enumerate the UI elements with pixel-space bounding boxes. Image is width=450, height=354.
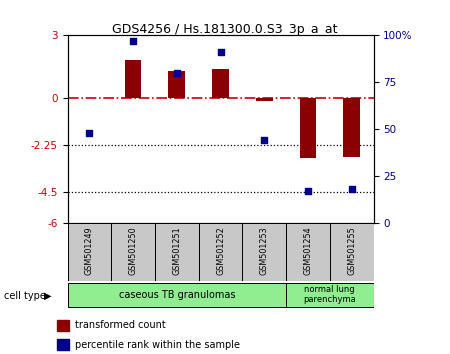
Text: normal lung
parenchyma: normal lung parenchyma [303, 285, 356, 304]
Text: GSM501249: GSM501249 [85, 227, 94, 275]
Bar [286, 223, 330, 281]
Bar [68, 223, 111, 281]
Text: cell type: cell type [4, 291, 46, 301]
Bar [198, 223, 243, 281]
Point [173, 70, 180, 76]
Bar [300, 98, 316, 158]
Point [304, 188, 311, 194]
Text: ▶: ▶ [44, 291, 51, 301]
Bar [256, 98, 273, 101]
Point [261, 138, 268, 143]
Bar [57, 320, 69, 331]
Bar [57, 339, 69, 350]
Text: GDS4256 / Hs.181300.0.S3_3p_a_at: GDS4256 / Hs.181300.0.S3_3p_a_at [112, 23, 338, 36]
Bar [111, 223, 155, 281]
Text: GSM501251: GSM501251 [172, 227, 181, 275]
Point [86, 130, 93, 136]
Point [348, 187, 355, 192]
Text: transformed count: transformed count [75, 320, 166, 330]
Text: percentile rank within the sample: percentile rank within the sample [75, 339, 240, 350]
Text: GSM501254: GSM501254 [303, 227, 312, 275]
Point [130, 38, 137, 44]
Text: GSM501253: GSM501253 [260, 227, 269, 275]
Bar [155, 223, 198, 281]
Bar [286, 283, 374, 307]
Bar [243, 223, 286, 281]
Text: GSM501252: GSM501252 [216, 227, 225, 275]
Bar [68, 283, 286, 307]
Bar [212, 69, 229, 98]
Text: caseous TB granulomas: caseous TB granulomas [118, 290, 235, 300]
Bar [330, 223, 373, 281]
Text: GSM501250: GSM501250 [129, 227, 138, 275]
Bar [343, 98, 360, 157]
Text: GSM501255: GSM501255 [347, 227, 356, 275]
Bar [168, 71, 185, 98]
Point [217, 50, 224, 55]
Bar [125, 61, 141, 98]
